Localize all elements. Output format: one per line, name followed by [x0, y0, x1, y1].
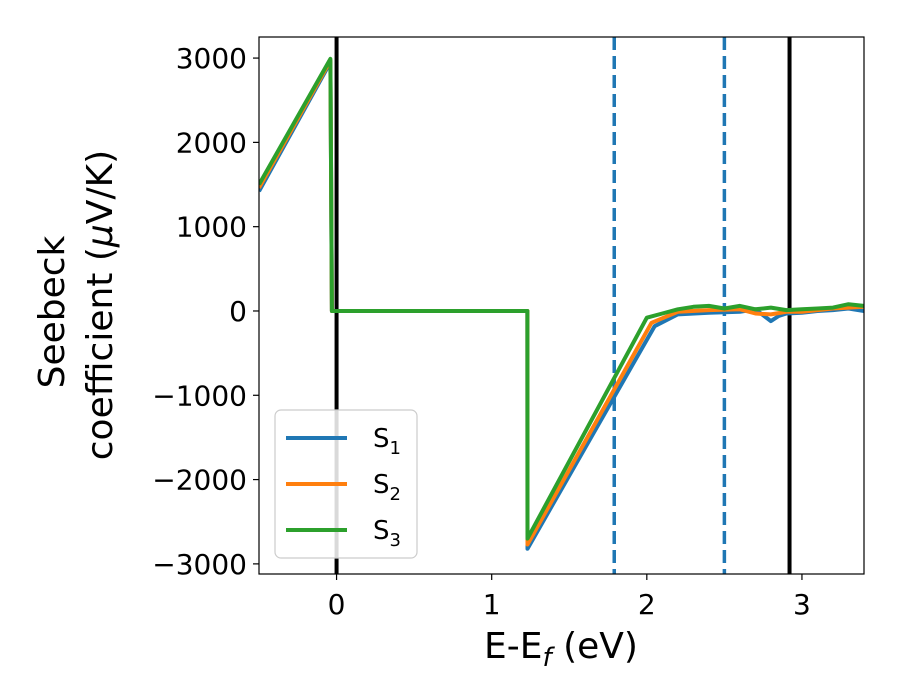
legend-label-S2: S2 [373, 470, 401, 505]
y-tick-label-3: 0 [229, 295, 247, 328]
legend: S1 S2 S3 [274, 409, 418, 559]
y-tick-label-6: −3000 [152, 548, 247, 581]
x-tick-label-1: 1 [483, 588, 501, 621]
x-axis-label-unit: (eV) [552, 626, 638, 667]
series-line-S3 [259, 56, 864, 541]
plot-frame [258, 36, 865, 575]
y-tick-label-2: 1000 [176, 211, 247, 244]
legend-label-S3: S3 [373, 516, 401, 551]
y-axis-label: Seebeck coefficient (μV/K) [32, 150, 121, 460]
series-lines [259, 56, 864, 551]
y-tick-label-4: −1000 [152, 379, 247, 412]
y-axis-label-line1: Seebeck [32, 235, 73, 388]
x-tick-label-0: 0 [328, 588, 346, 621]
legend-label-S1: S1 [373, 424, 401, 459]
y-tick-label-5: −2000 [152, 464, 247, 497]
y-axis-label-mu: μ [80, 224, 121, 248]
y-tick-label-0: 3000 [176, 42, 247, 75]
y-axis-label-text: coefficient ( [80, 247, 121, 460]
x-tick-label-3: 3 [793, 588, 811, 621]
y-axis-label-unit: V/K) [80, 150, 121, 224]
y-axis-label-line2: coefficient (μV/K) [80, 150, 121, 460]
axis-ticks: 0 1 2 3 3000 2000 1000 0 −1000 −2000 −3000 [152, 42, 811, 621]
x-axis-label: E-Ef (eV) [484, 626, 638, 673]
y-tick-label-1: 2000 [176, 126, 247, 159]
plot-area [259, 37, 864, 574]
x-axis-label-main: E-E [484, 626, 542, 667]
x-tick-label-2: 2 [638, 588, 656, 621]
